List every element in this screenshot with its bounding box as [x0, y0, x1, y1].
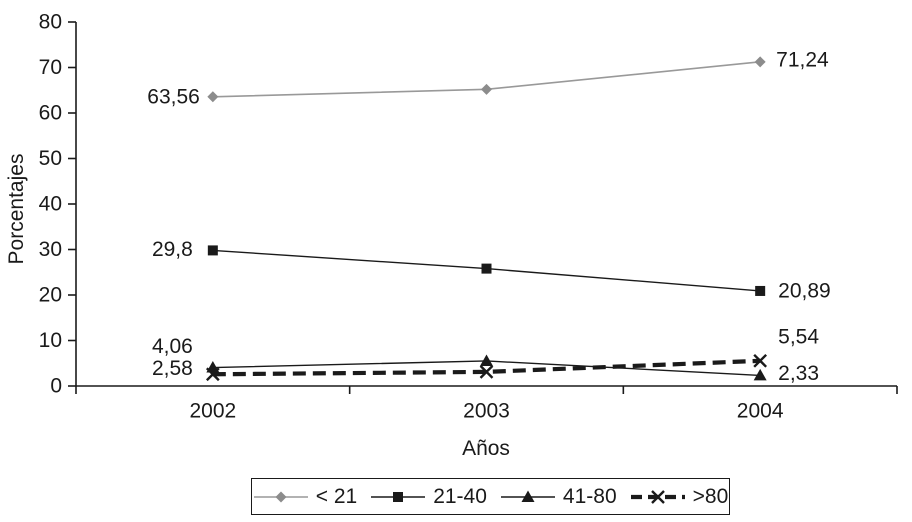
- diamond-marker: [481, 83, 492, 95]
- x-marker: [479, 365, 494, 379]
- y-tick-label: 10: [39, 329, 62, 352]
- y-tick-label: 20: [39, 284, 62, 307]
- square-marker: [755, 285, 766, 296]
- x-tick-label: 2003: [463, 400, 510, 423]
- point-label: 29,8: [152, 238, 193, 261]
- legend-sample: [253, 491, 308, 502]
- point-label: 2,58: [152, 357, 193, 380]
- diamond-marker: [207, 91, 219, 103]
- y-tick-label: 80: [39, 11, 62, 34]
- triangle-marker: [521, 490, 535, 502]
- point-label: 63,56: [147, 85, 200, 108]
- point-label: 4,06: [152, 335, 193, 358]
- square-marker: [393, 491, 404, 502]
- legend-item: >80: [630, 485, 729, 508]
- triangle-marker: [480, 354, 493, 366]
- point-label: 2,33: [778, 362, 819, 385]
- legend-sample: [630, 489, 685, 504]
- legend-item-label: 21-40: [433, 485, 487, 508]
- series-line: [212, 358, 761, 377]
- legend-item: < 21: [253, 486, 357, 507]
- y-tick-label: 30: [39, 238, 62, 261]
- diamond-marker: [275, 491, 287, 502]
- legend: < 21 21-40 41-80 >80: [251, 478, 730, 515]
- x-marker: [650, 489, 665, 504]
- point-label: 71,24: [776, 48, 829, 71]
- x-marker: [205, 367, 220, 382]
- point-label: 20,89: [778, 279, 831, 302]
- legend-item-label: >80: [692, 485, 729, 508]
- x-marker: [753, 353, 768, 368]
- y-tick-label: 50: [39, 147, 62, 170]
- x-tick-label: 2002: [189, 400, 236, 423]
- legend-item-label: 41-80: [562, 485, 617, 508]
- legend-sample: [371, 491, 426, 502]
- y-tick-label: 40: [39, 193, 62, 216]
- legend-item: 41-80: [500, 486, 617, 507]
- y-tick-label: 0: [50, 375, 62, 398]
- x-tick-label: 2004: [737, 400, 784, 423]
- y-tick-label: 60: [39, 102, 62, 125]
- point-label: 5,54: [778, 325, 819, 348]
- y-axis-title: Porcentajes: [5, 153, 28, 265]
- triangle-marker: [753, 368, 767, 381]
- square-marker: [481, 263, 492, 274]
- axes: 0 10 20 30 40 50 60 70 80 2002 2003 2004: [39, 11, 898, 423]
- legend-sample: [500, 490, 555, 502]
- y-tick-label: 70: [39, 56, 62, 79]
- legend-item: 21-40: [370, 486, 487, 507]
- x-axis-title: Años: [462, 437, 510, 460]
- diamond-marker: [754, 56, 766, 68]
- square-marker: [207, 245, 218, 256]
- legend-item-label: < 21: [315, 485, 358, 508]
